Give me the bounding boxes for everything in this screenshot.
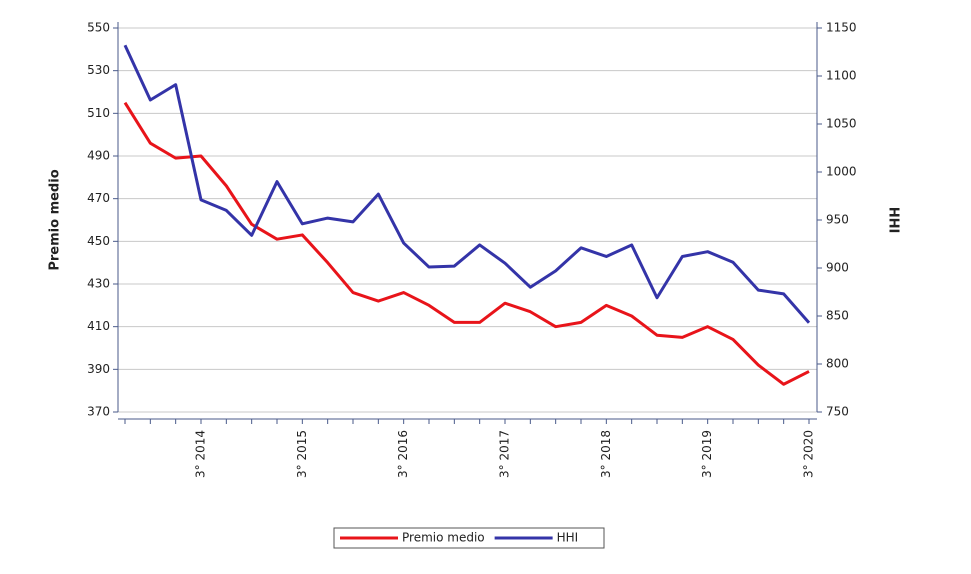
legend-label: HHI: [557, 531, 579, 545]
y2-tick-label: 950: [826, 213, 849, 227]
x-tick-label: 3° 2018: [599, 430, 613, 478]
y-tick-label: 510: [87, 106, 110, 120]
y2-tick-label: 750: [826, 405, 849, 419]
x-tick-label: 3° 2016: [396, 430, 410, 478]
y-tick-label: 490: [87, 149, 110, 163]
y-tick-label: 390: [87, 362, 110, 376]
y-tick-label: 450: [87, 234, 110, 248]
x-tick-label: 3° 2015: [295, 430, 309, 478]
series-line: [123, 101, 810, 386]
y-tick-label: 410: [87, 319, 110, 333]
y2-tick-label: 850: [826, 309, 849, 323]
legend-box: [333, 527, 605, 549]
y-tick-label: 530: [87, 63, 110, 77]
y-axis-label: Premio medio: [48, 169, 63, 270]
y2-tick-label: 1000: [826, 165, 857, 179]
y2-tick-label: 1150: [826, 21, 857, 35]
y-tick-label: 470: [87, 191, 110, 205]
y2-axis-label: HHI: [886, 207, 901, 234]
y2-tick-label: 1050: [826, 117, 857, 131]
x-tick-label: 3° 2017: [498, 430, 512, 478]
y2-tick-label: 1100: [826, 69, 857, 83]
y-tick-label: 430: [87, 277, 110, 291]
series-line: [123, 44, 811, 324]
x-tick-label: 3° 2019: [700, 430, 714, 478]
y2-tick-label: 900: [826, 261, 849, 275]
x-tick-label: 3° 2020: [802, 430, 816, 478]
legend-label: Premio medio: [402, 531, 485, 545]
y-tick-label: 550: [87, 21, 110, 35]
x-tick-label: 3° 2014: [194, 430, 208, 478]
y2-tick-label: 800: [826, 357, 849, 371]
y-tick-label: 370: [87, 405, 110, 419]
